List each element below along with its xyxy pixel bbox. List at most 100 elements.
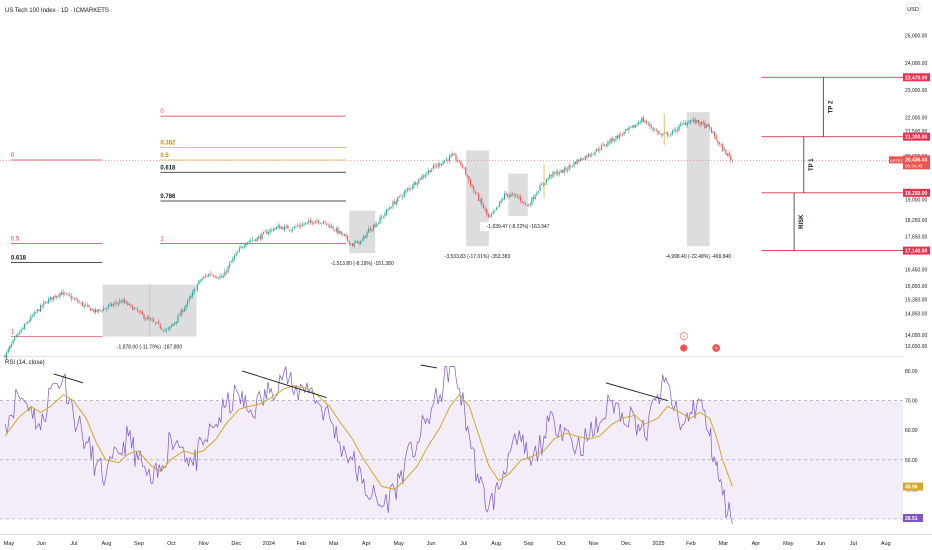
candle-body [429, 170, 431, 173]
candle-body [487, 213, 489, 217]
time-tick-label: 2024 [263, 541, 275, 547]
candle-body [313, 223, 315, 224]
candle-body [631, 125, 633, 128]
candle-body [167, 328, 169, 330]
candle-body [162, 329, 164, 331]
candle-body [461, 165, 464, 168]
time-tick-label: Feb [297, 541, 306, 547]
candle-body [196, 284, 198, 290]
price-tick-label: 17,650.00 [905, 235, 927, 241]
currency-button[interactable]: USD [905, 2, 921, 15]
candle-body [382, 216, 384, 218]
event-marker[interactable] [712, 344, 721, 352]
candle-body [65, 293, 67, 295]
candle-body [450, 155, 452, 157]
candle-body [479, 199, 481, 202]
candle-body [634, 125, 636, 128]
candle-body [531, 197, 533, 205]
candle-body [432, 165, 434, 169]
event-marker[interactable] [680, 344, 688, 352]
candle-body [458, 160, 460, 162]
candle-body [193, 289, 195, 293]
time-tick-label: Dec [231, 541, 241, 547]
candle-body [591, 154, 593, 156]
candle-body [678, 125, 680, 131]
fib-level-label: 1 [160, 236, 164, 242]
rsi-pane[interactable] [0, 364, 903, 524]
time-tick-label: Jun [816, 541, 825, 547]
price-tick-label: 19,000.00 [905, 198, 927, 204]
candle-body [621, 134, 624, 136]
candle-body [597, 149, 599, 151]
candle-body [117, 303, 119, 305]
candle-body [106, 307, 108, 310]
candle-body [140, 311, 142, 313]
candle-body [259, 235, 261, 239]
candle-body [91, 309, 93, 311]
candle-body [183, 308, 185, 312]
candle-body [528, 205, 530, 207]
candle-body [673, 129, 675, 130]
candle-body [398, 195, 400, 197]
candle-body [731, 160, 733, 162]
candle-body [54, 295, 56, 298]
candle-body [174, 322, 176, 325]
candle-body [476, 193, 478, 195]
time-tick-label: May [783, 541, 794, 547]
candle-body [120, 301, 122, 303]
candle-body [298, 225, 300, 227]
price-tick-label: 23,000.00 [905, 88, 927, 94]
candle-body [329, 225, 331, 228]
candle-body [693, 119, 695, 122]
candle-body [615, 135, 617, 140]
candle-body [177, 315, 179, 323]
time-tick-label: Oct [167, 541, 176, 547]
candle-body [587, 153, 590, 158]
time-tick-label: 2025 [652, 541, 664, 547]
candle-body [552, 172, 554, 177]
candle-body [518, 197, 520, 198]
time-tick-label: Dec [621, 541, 631, 547]
candle-body [18, 333, 21, 334]
fib-level-label: 0.5 [11, 236, 20, 242]
price-tick-label: 14,850.00 [905, 311, 927, 317]
candle-body [143, 314, 145, 319]
price-axis[interactable]: 13,650.00 14,050.00 14,850.00 15,350.00 15,8… [889, 0, 932, 550]
candle-body [385, 209, 388, 215]
candle-body [175, 321, 177, 324]
candle-body [547, 178, 549, 180]
candle-body [717, 140, 719, 144]
drawdown-label-bg [324, 259, 401, 269]
candle-body [288, 229, 291, 231]
candle-body [337, 227, 339, 234]
candle-body [195, 289, 197, 291]
chart-title: US Tech 100 Index · 1D · ICMARKETS [5, 8, 109, 14]
candle-body [206, 275, 208, 277]
candle-body [523, 201, 525, 203]
candle-body [437, 163, 439, 166]
candle-body [64, 292, 66, 294]
candle-body [39, 305, 42, 312]
trade-level-tag [903, 132, 930, 141]
trade-zone-label: TP 1 [809, 158, 815, 171]
candle-body [274, 228, 276, 230]
time-axis[interactable]: May Jun Jul Aug Sep Oct Nov Dec 2024 Feb Mar Apr May… [0, 534, 932, 548]
candle-body [592, 153, 594, 155]
event-marker[interactable] [679, 332, 688, 340]
candle-body [280, 227, 282, 229]
candle-body [125, 301, 127, 303]
candle-body [14, 337, 16, 340]
time-tick-label: Mar [329, 541, 339, 547]
candle-body [655, 129, 657, 131]
candle-body [72, 298, 74, 299]
candle-body [366, 232, 368, 238]
candle-body [30, 316, 32, 321]
main-pane[interactable]: -1,878.00 (-11.79%) -187,800 -1,513.80 (-… [0, 76, 932, 361]
candle-body [122, 299, 124, 303]
candle-body [474, 191, 476, 194]
candle-body [515, 194, 517, 196]
candle-body [723, 149, 725, 151]
candle-body [447, 159, 449, 161]
candle-body [75, 298, 77, 300]
